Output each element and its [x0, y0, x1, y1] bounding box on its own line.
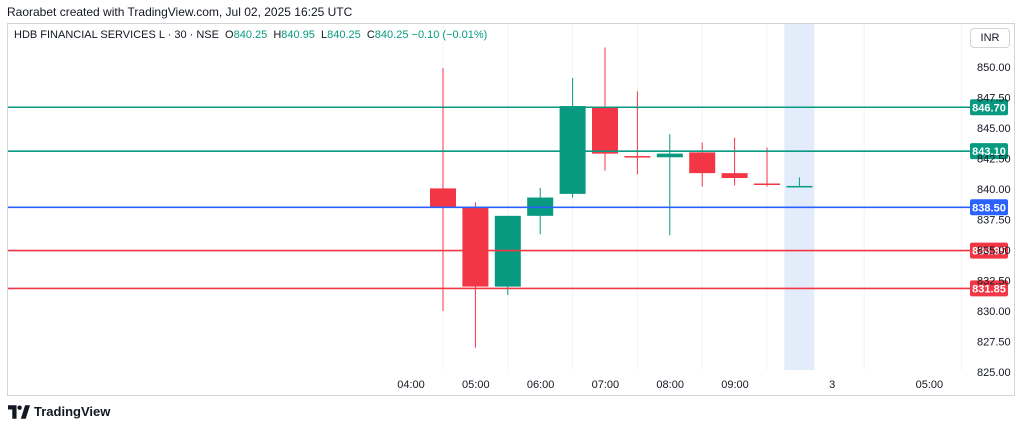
candle-body-down: [462, 207, 489, 287]
candle-body-down: [689, 152, 716, 174]
x-tick-label: 3: [829, 379, 835, 391]
candle-body-down: [754, 183, 780, 186]
price-level-tag: [970, 242, 1008, 259]
candle-body-down: [721, 173, 748, 179]
y-tick-label: 837.50: [977, 215, 1011, 227]
footer-brand: TradingView: [34, 404, 111, 419]
candle-body-up: [559, 106, 586, 194]
open-value: 840.25: [233, 29, 268, 41]
y-tick-label: 847.50: [977, 93, 1011, 105]
x-tick-label: 06:00: [527, 379, 555, 391]
x-tick-label: 05:00: [916, 379, 944, 391]
currency-button[interactable]: INR: [970, 28, 1010, 48]
price-level-tag: [970, 280, 1008, 297]
chart-attribution: Raorabet created with TradingView.com, J…: [7, 5, 353, 19]
price-level-tag: [970, 199, 1008, 216]
y-tick-label: 840.00: [977, 184, 1011, 196]
y-tick-label: 825.00: [977, 367, 1011, 379]
candle-body-down: [430, 188, 456, 207]
x-tick-label: 09:00: [721, 379, 749, 391]
change-value: −0.10 (−0.01%): [411, 29, 488, 41]
candle-body-up: [656, 153, 683, 158]
y-tick-label: 835.00: [977, 245, 1011, 257]
y-tick-label: 842.50: [977, 154, 1011, 166]
tradingview-footer[interactable]: TradingView: [8, 404, 110, 419]
tradingview-logo-icon: [8, 404, 30, 419]
x-tick-label: 08:00: [656, 379, 684, 391]
close-label: C: [366, 29, 375, 41]
y-tick-label: 827.50: [977, 337, 1011, 349]
low-label: L: [321, 29, 328, 41]
x-tick-label: 05:00: [462, 379, 490, 391]
candle-body-down: [624, 156, 651, 158]
low-value: 840.25: [327, 29, 361, 41]
y-tick-label: 832.50: [977, 276, 1011, 288]
symbol-legend: HDB FINANCIAL SERVICES L · 30 · NSE O840…: [14, 29, 487, 41]
candle-body-up: [786, 185, 813, 188]
symbol-name: HDB FINANCIAL SERVICES L · 30 · NSE: [14, 29, 219, 41]
price-level-label: 831.85: [972, 283, 1006, 295]
y-tick-label: 850.00: [977, 62, 1011, 74]
price-level-label: 838.50: [972, 202, 1006, 214]
chart-frame: [7, 23, 1015, 396]
open-label: O: [225, 29, 234, 41]
x-tick-label: 04:00: [397, 379, 425, 391]
price-level-label: 843.10: [972, 146, 1006, 158]
y-tick-label: 845.00: [977, 123, 1011, 135]
price-level-tag: [970, 143, 1008, 160]
price-level-label: 846.70: [972, 102, 1006, 114]
y-tick-label: 830.00: [977, 306, 1011, 318]
high-value: 840.95: [281, 29, 315, 41]
close-value: 840.25: [374, 29, 409, 41]
x-tick-label: 07:00: [592, 379, 620, 391]
high-label: H: [273, 29, 282, 41]
price-level-label: 834.95: [972, 246, 1006, 258]
price-level-tag: [970, 99, 1008, 116]
candle-body-down: [592, 106, 618, 154]
current-bar-highlight: [784, 24, 815, 370]
